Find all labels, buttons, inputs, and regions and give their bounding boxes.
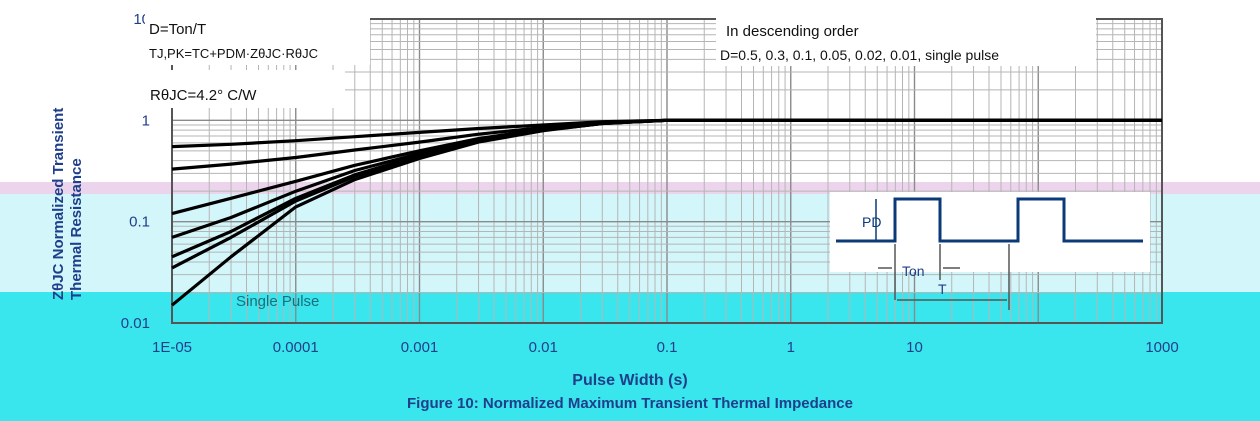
descending-order-title: In descending order: [726, 23, 859, 40]
junction-temp-formula: TJ,PK=TC+PDM·ZθJC·RθJC: [149, 46, 318, 61]
x-tick-label: 0.001: [401, 339, 439, 356]
y-axis-label-line1: ZθJC Normalized Transient: [50, 107, 67, 300]
x-tick-label: 10: [906, 339, 923, 356]
thermal-resistance-value: RθJC=4.2° C/W: [150, 87, 257, 104]
pd-label: PD: [862, 214, 881, 230]
y-tick-label: 1: [142, 112, 150, 129]
x-tick-label: 0.01: [529, 339, 558, 356]
pulse-box: [830, 192, 1150, 272]
t-label: T: [938, 281, 947, 297]
x-tick-label: 0.0001: [273, 339, 319, 356]
pulse-waveform: [836, 197, 1143, 243]
pulse-diagram: PD Ton T: [830, 192, 1150, 310]
order-box: [716, 14, 1096, 66]
curve-single-pulse: [170, 118, 1162, 307]
duty-cycle-list: D=0.5, 0.3, 0.1, 0.05, 0.02, 0.01, singl…: [720, 47, 999, 63]
x-tick-label: 1E-05: [152, 339, 192, 356]
duty-cycle-formula: D=Ton/T: [149, 21, 206, 38]
curve-group: [170, 118, 1162, 307]
figure-caption: Figure 10: Normalized Maximum Transient …: [407, 395, 853, 412]
y-tick-label: 0.01: [121, 315, 150, 332]
formula-box: [145, 13, 370, 65]
x-axis-label: Pulse Width (s): [572, 372, 688, 389]
plot-border: [171, 18, 1163, 324]
plot-frame: [171, 18, 1163, 324]
annotations: D=Ton/T TJ,PK=TC+PDM·ZθJC·RθJC RθJC=4.2° C…: [140, 13, 1096, 310]
y-tick-label: 0.1: [129, 214, 150, 231]
x-tick-label: 1000: [1145, 339, 1178, 356]
y-axis-label-line2: Thermal Resistance: [68, 158, 85, 300]
x-tick-label: 0.1: [657, 339, 678, 356]
x-tick-label: 1: [787, 339, 795, 356]
ton-label: Ton: [902, 263, 925, 279]
rth-box: [140, 70, 345, 108]
single-pulse-label: Single Pulse: [236, 293, 319, 310]
